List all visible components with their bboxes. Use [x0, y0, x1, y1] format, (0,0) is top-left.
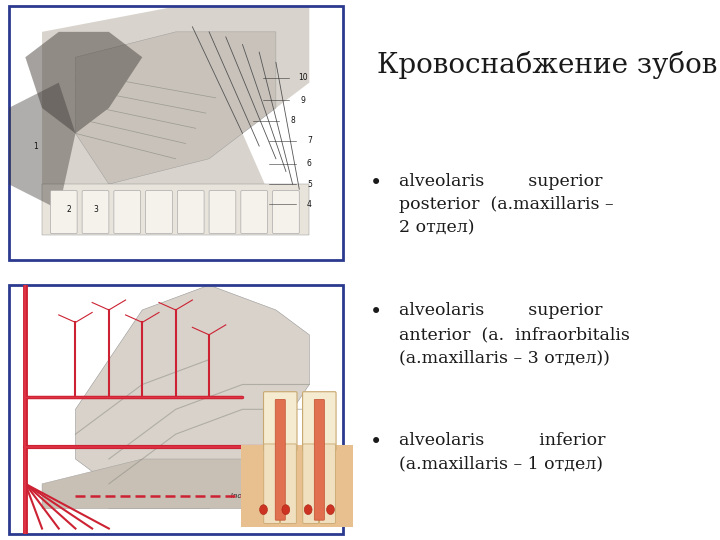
Text: 4: 4 [307, 200, 312, 209]
Circle shape [260, 505, 267, 515]
Text: Кровоснабжение зубов: Кровоснабжение зубов [377, 51, 718, 79]
Text: 7: 7 [307, 137, 312, 145]
FancyBboxPatch shape [209, 191, 236, 234]
FancyBboxPatch shape [302, 392, 336, 451]
FancyBboxPatch shape [264, 392, 297, 451]
Polygon shape [42, 6, 310, 235]
FancyBboxPatch shape [303, 444, 319, 523]
Text: 2: 2 [66, 205, 71, 214]
Text: •: • [370, 173, 382, 193]
Polygon shape [42, 459, 310, 509]
FancyBboxPatch shape [50, 191, 77, 234]
FancyBboxPatch shape [273, 191, 300, 234]
FancyBboxPatch shape [145, 191, 172, 234]
FancyBboxPatch shape [264, 444, 279, 523]
Text: alveolaris        superior
anterior  (a.  infraorbitalis
(a.maxillaris – 3 отдел: alveolaris superior anterior (a. infraor… [400, 302, 630, 367]
Text: 8: 8 [290, 116, 295, 125]
Circle shape [305, 505, 312, 515]
FancyBboxPatch shape [240, 191, 268, 234]
FancyBboxPatch shape [315, 400, 324, 520]
Text: 5: 5 [307, 180, 312, 188]
Polygon shape [25, 32, 143, 133]
Text: alveolaris        superior
posterior  (a.maxillaris –
2 отдел): alveolaris superior posterior (a.maxilla… [400, 173, 614, 237]
Text: 10: 10 [298, 73, 307, 82]
Text: - Incisor: - Incisor [226, 493, 253, 500]
FancyBboxPatch shape [114, 191, 140, 234]
Text: 9: 9 [300, 96, 305, 105]
Text: 3: 3 [93, 205, 98, 214]
Polygon shape [76, 285, 310, 509]
FancyBboxPatch shape [82, 191, 109, 234]
Text: 1: 1 [33, 141, 37, 151]
Text: 6: 6 [307, 159, 312, 168]
Circle shape [327, 505, 334, 515]
FancyBboxPatch shape [320, 444, 336, 523]
Text: •: • [370, 302, 382, 322]
FancyBboxPatch shape [177, 191, 204, 234]
Text: alveolaris          inferior
(a.maxillaris – 1 отдел): alveolaris inferior (a.maxillaris – 1 от… [400, 432, 606, 472]
Polygon shape [42, 184, 310, 235]
Polygon shape [76, 32, 276, 184]
FancyBboxPatch shape [275, 400, 285, 520]
Polygon shape [9, 83, 76, 210]
FancyBboxPatch shape [241, 445, 353, 526]
FancyBboxPatch shape [281, 444, 297, 523]
Circle shape [282, 505, 289, 515]
Text: •: • [370, 432, 382, 452]
